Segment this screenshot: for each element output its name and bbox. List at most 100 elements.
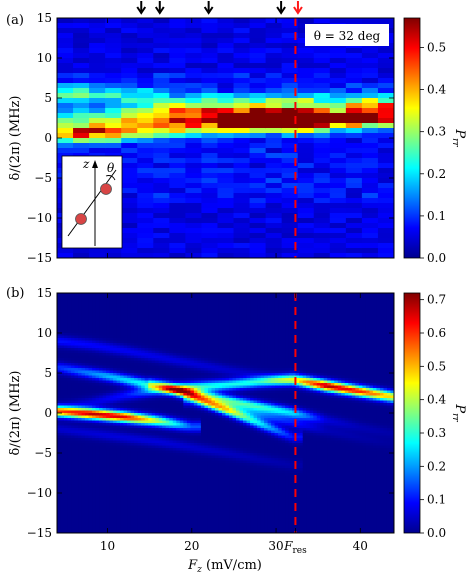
heatmap-cell — [346, 113, 363, 119]
heatmap-cell — [250, 243, 267, 249]
y-tick-label: 5 — [44, 91, 52, 105]
heatmap-cell — [314, 218, 331, 224]
heatmap-cell — [137, 18, 154, 24]
heatmap-cell — [346, 213, 363, 219]
heatmap-cell — [282, 153, 299, 159]
heatmap-cell — [362, 48, 379, 54]
heatmap-cell — [346, 83, 363, 89]
heatmap-cell — [298, 78, 315, 84]
heatmap-cell — [121, 213, 138, 219]
heatmap-cell — [266, 193, 283, 199]
panel-a-colorbar-gradient — [404, 18, 420, 258]
inset-diagram: z θ — [62, 156, 122, 248]
heatmap-cell — [137, 223, 154, 229]
heatmap-cell — [89, 133, 106, 139]
heatmap-cell — [217, 203, 234, 209]
heatmap-cell — [153, 83, 170, 89]
heatmap-cell — [57, 38, 74, 44]
heatmap-cell — [169, 93, 186, 99]
heatmap-cell — [266, 113, 283, 119]
heatmap-cell — [346, 158, 363, 164]
heatmap-cell — [217, 73, 234, 79]
heatmap-cell — [137, 73, 154, 79]
heatmap-cell — [378, 188, 395, 194]
heatmap-cell — [73, 38, 90, 44]
heatmap-cell — [201, 143, 218, 149]
heatmap-cell — [217, 58, 234, 64]
heatmap-cell — [153, 183, 170, 189]
heatmap-cell — [201, 108, 218, 114]
heatmap-cell — [346, 138, 363, 144]
heatmap-cell — [330, 63, 347, 69]
heatmap-cell — [89, 38, 106, 44]
heatmap-cell — [266, 153, 283, 159]
heatmap-cell — [153, 98, 170, 104]
heatmap-cell — [73, 83, 90, 89]
heatmap-cell — [217, 238, 234, 244]
heatmap-cell — [185, 143, 202, 149]
heatmap-cell — [137, 93, 154, 99]
heatmap-cell — [185, 198, 202, 204]
heatmap-cell — [234, 223, 251, 229]
heatmap-cell — [250, 223, 267, 229]
heatmap-cell — [185, 113, 202, 119]
heatmap-cell — [201, 43, 218, 49]
heatmap-cell — [153, 23, 170, 29]
heatmap-cell — [57, 83, 74, 89]
heatmap-cell — [314, 113, 331, 119]
heatmap-cell — [362, 98, 379, 104]
heatmap-cell — [137, 83, 154, 89]
heatmap-cell — [137, 113, 154, 119]
heatmap-cell — [298, 63, 315, 69]
heatmap-cell — [105, 248, 122, 254]
heatmap-cell — [105, 68, 122, 74]
heatmap-cell — [266, 73, 283, 79]
heatmap-cell — [137, 228, 154, 234]
heatmap-cell — [217, 78, 234, 84]
heatmap-cell — [330, 198, 347, 204]
heatmap-cell — [330, 163, 347, 169]
y-tick-label: 0 — [44, 131, 52, 145]
heatmap-cell — [298, 238, 315, 244]
heatmap-cell — [137, 193, 154, 199]
heatmap-cell — [121, 63, 138, 69]
heatmap-cell — [121, 133, 138, 139]
heatmap-cell — [185, 203, 202, 209]
heatmap-cell — [121, 38, 138, 44]
heatmap-cell — [362, 218, 379, 224]
heatmap-cell — [314, 233, 331, 239]
heatmap-cell — [201, 248, 218, 254]
heatmap-cell — [298, 178, 315, 184]
heatmap-cell — [266, 38, 283, 44]
heatmap-cell — [57, 143, 74, 149]
heatmap-cell — [137, 178, 154, 184]
heatmap-cell — [282, 83, 299, 89]
heatmap-cell — [330, 148, 347, 154]
heatmap-cell — [378, 238, 395, 244]
heatmap-cell — [105, 113, 122, 119]
heatmap-cell — [250, 43, 267, 49]
heatmap-cell — [250, 128, 267, 134]
heatmap-cell — [362, 233, 379, 239]
heatmap-cell — [121, 198, 138, 204]
heatmap-cell — [73, 63, 90, 69]
heatmap-cell — [250, 183, 267, 189]
heatmap-cell — [121, 73, 138, 79]
heatmap-cell — [185, 28, 202, 34]
heatmap-cell — [298, 113, 315, 119]
heatmap-cell — [266, 138, 283, 144]
heatmap-cell — [169, 63, 186, 69]
heatmap-cell — [137, 143, 154, 149]
heatmap-cell — [169, 133, 186, 139]
heatmap-cell — [73, 113, 90, 119]
heatmap-cell — [105, 28, 122, 34]
heatmap-cell — [314, 48, 331, 54]
heatmap-cell — [250, 63, 267, 69]
heatmap-cell — [169, 173, 186, 179]
heatmap-cell — [169, 143, 186, 149]
heatmap-cell — [201, 73, 218, 79]
heatmap-cell — [137, 53, 154, 59]
heatmap-cell — [234, 58, 251, 64]
heatmap-cell — [314, 133, 331, 139]
heatmap-cell — [250, 53, 267, 59]
